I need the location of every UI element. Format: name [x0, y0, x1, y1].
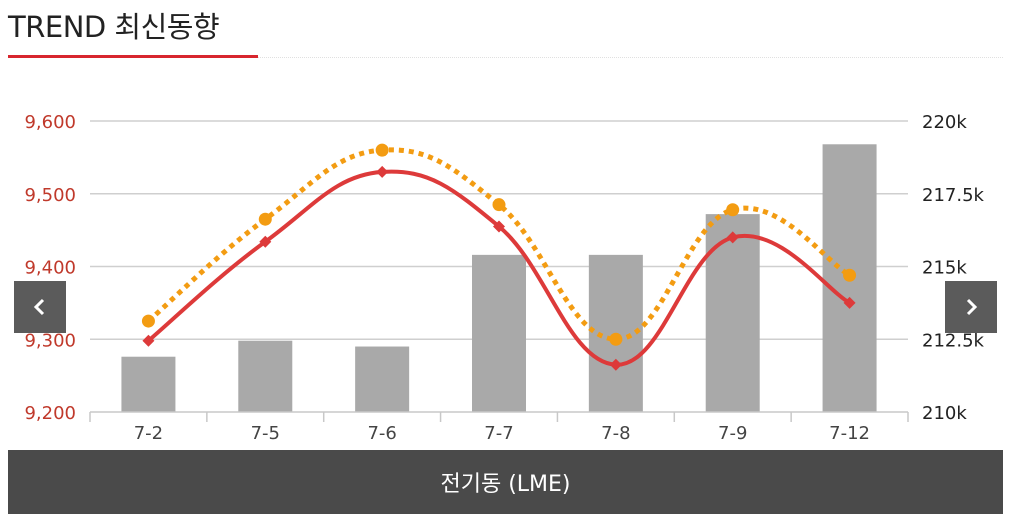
x-axis-tick-label: 7-8 [601, 423, 630, 444]
bar [238, 340, 293, 412]
x-axis-tick-label: 7-7 [484, 423, 513, 444]
chart-axes [89, 411, 909, 422]
solid-series-point [142, 334, 155, 347]
page-title: TREND 최신동향 [8, 10, 220, 44]
x-axis-tick-label: 7-2 [134, 423, 163, 444]
solid-series-point [609, 358, 622, 371]
x-axis-tick-label: 7-9 [718, 423, 747, 444]
solid-series-point [493, 220, 505, 233]
solid-series-point [376, 165, 389, 178]
footer-label-bar: 전기동 (LME) [8, 450, 1003, 514]
right-axis-tick-label: 210k [922, 403, 967, 424]
right-axis-tick-label: 215k [922, 258, 967, 279]
dotted-series-point [375, 143, 389, 157]
bar [472, 254, 526, 412]
dotted-series-point [726, 203, 740, 217]
tick-labels: 9,200 9,300 9,400 9,500 9,600 210k 212.5k 215k 2… [24, 112, 984, 444]
left-axis-tick-label: 9,400 [24, 258, 76, 279]
dotted-series-point [843, 268, 857, 282]
left-axis-tick-label: 9,600 [24, 112, 76, 133]
title-underline [8, 55, 258, 58]
x-axis-tick-label: 7-5 [251, 423, 280, 444]
dotted-series-line [146, 147, 851, 342]
dotted-series-point [609, 332, 623, 346]
chevron-right-icon[interactable] [945, 281, 997, 333]
dotted-series-point [141, 314, 155, 328]
bar [705, 214, 760, 412]
right-axis-tick-label: 212.5k [922, 330, 985, 351]
trend-chart: 9,200 9,300 9,400 9,500 9,600 210k 212.5k 215k 2… [24, 112, 984, 444]
bar [121, 356, 176, 412]
chevron-left-icon[interactable] [14, 281, 66, 333]
right-axis-tick-label: 220k [922, 112, 967, 133]
line-series [141, 143, 857, 371]
left-axis-tick-label: 9,200 [24, 403, 76, 424]
dotted-series-point [492, 198, 506, 212]
solid-series-point [726, 231, 739, 244]
bar-series [121, 144, 877, 412]
dotted-series-point [258, 212, 272, 226]
x-axis-tick-label: 7-6 [367, 423, 396, 444]
bar [355, 346, 410, 412]
right-axis-tick-label: 217.5k [922, 185, 985, 206]
footer-label: 전기동 (LME) [440, 472, 571, 497]
solid-series-point [259, 235, 272, 248]
header-divider [258, 57, 1003, 59]
left-axis-tick-label: 9,500 [24, 185, 76, 206]
x-axis-tick-label: 7-12 [829, 423, 870, 444]
solid-series-point [843, 296, 856, 309]
left-axis-tick-label: 9,300 [24, 330, 76, 351]
